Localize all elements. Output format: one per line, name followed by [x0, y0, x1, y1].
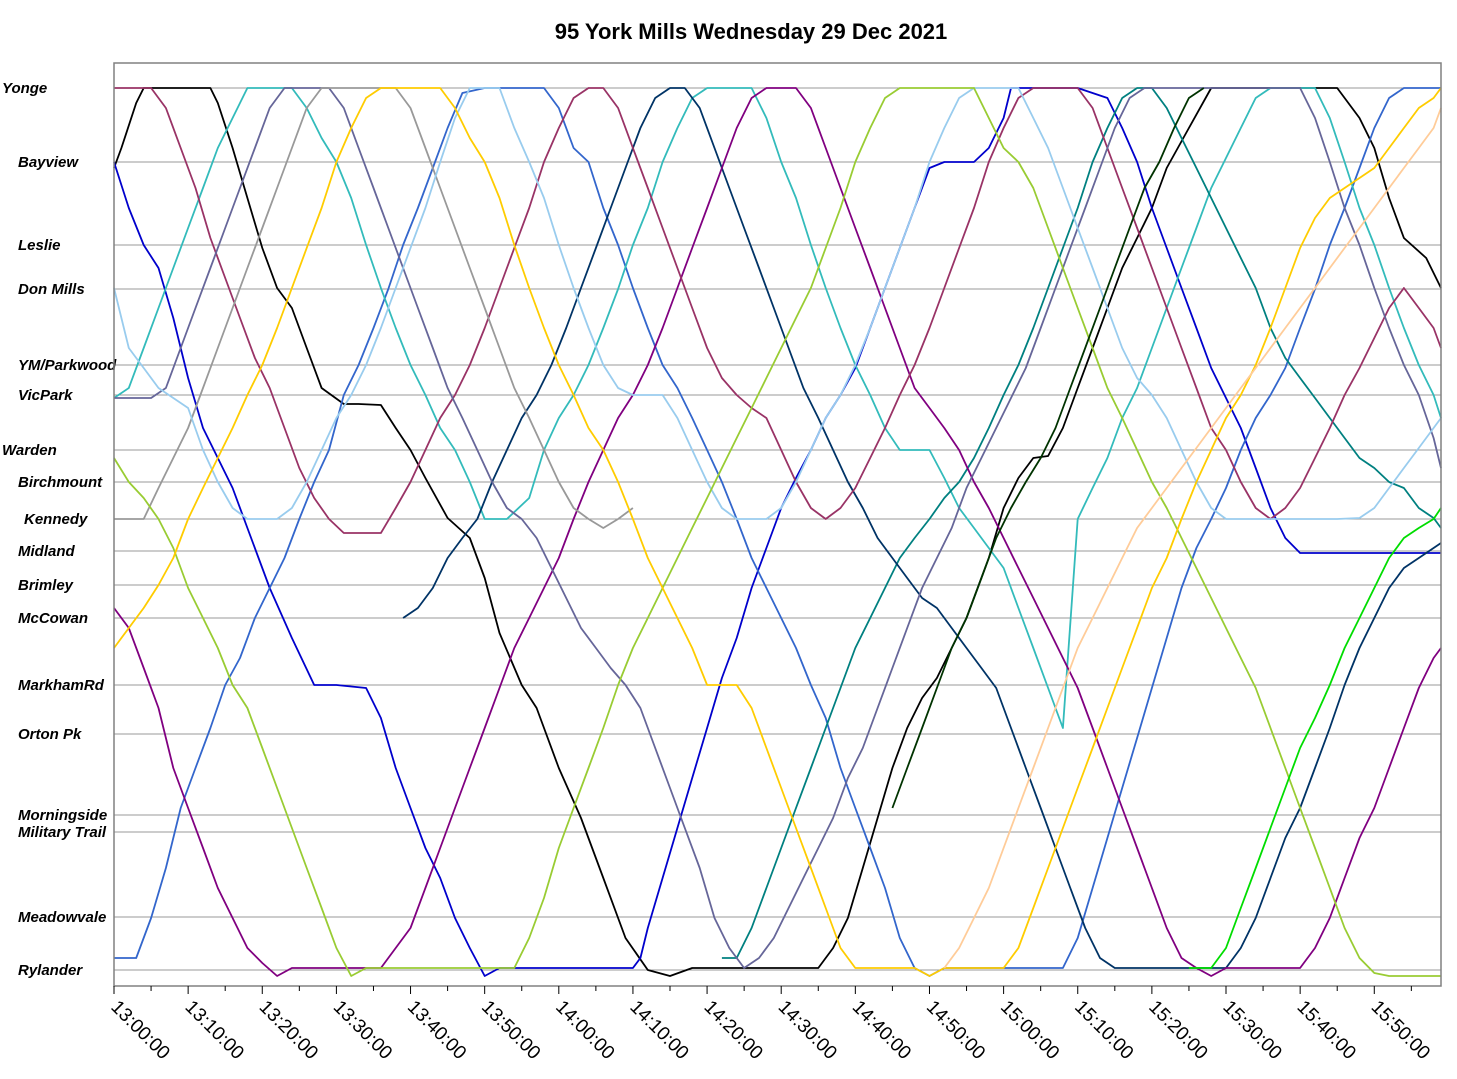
trip-line-2	[114, 87, 1441, 977]
stop-label: Midland	[18, 543, 75, 560]
time-axis: 13:00:00 13:10:00 13:20:00 13:30:00 13:40:00…	[106, 986, 1434, 1064]
stop-label: Morningside	[18, 807, 107, 824]
x-tick-label: 14:30:00	[774, 997, 841, 1064]
stop-label: Meadowvale	[18, 909, 106, 926]
chart-title: 95 York Mills Wednesday 29 Dec 2021	[555, 19, 948, 44]
x-tick-label: 14:50:00	[922, 997, 989, 1064]
x-tick-label: 14:40:00	[848, 997, 915, 1064]
stop-labels: Yonge Bayview Leslie Don Mills YM/Parkwood Vi…	[2, 80, 117, 979]
trip-line-15	[891, 87, 1205, 809]
trip-line-11	[113, 87, 1441, 977]
trip-line-4	[721, 87, 1442, 959]
stop-label: Military Trail	[18, 824, 107, 841]
stop-label: Warden	[2, 442, 57, 459]
trip-line-7	[114, 87, 1442, 534]
x-tick-label: 14:00:00	[551, 997, 618, 1064]
x-tick-label: 14:10:00	[625, 997, 692, 1064]
trip-line-1	[113, 87, 1441, 977]
trip-line-0	[113, 87, 1442, 977]
x-tick-label: 15:50:00	[1367, 997, 1434, 1064]
stop-label: Don Mills	[18, 281, 85, 298]
stop-label: Leslie	[18, 237, 61, 254]
stop-gridlines	[114, 87, 1441, 971]
x-tick-label: 13:40:00	[403, 997, 470, 1064]
stop-label: Brimley	[18, 577, 74, 594]
trip-line-5	[402, 87, 1442, 969]
trip-line-6	[113, 87, 1442, 977]
stop-label: Yonge	[2, 80, 47, 97]
stop-label: Kennedy	[24, 511, 88, 528]
trip-line-8	[114, 87, 1442, 969]
stop-label: Orton Pk	[18, 726, 82, 743]
trip-line-12	[113, 87, 1442, 977]
stop-label: McCowan	[18, 610, 88, 627]
x-tick-label: 15:40:00	[1293, 997, 1360, 1064]
x-tick-label: 15:30:00	[1218, 997, 1285, 1064]
stop-label: MarkhamRd	[18, 677, 105, 694]
trip-line-14	[1188, 507, 1442, 969]
bus-trip-lines	[113, 87, 1442, 977]
trip-line-3	[113, 87, 1442, 729]
x-tick-label: 15:10:00	[1070, 997, 1137, 1064]
stop-label: Birchmount	[18, 474, 103, 491]
stop-label: Bayview	[18, 154, 79, 171]
plot-frame	[113, 62, 1442, 987]
x-tick-label: 14:20:00	[700, 997, 767, 1064]
x-tick-label: 13:20:00	[255, 997, 322, 1064]
x-tick-label: 15:20:00	[1144, 997, 1211, 1064]
trip-line-9	[114, 87, 634, 529]
x-tick-label: 13:50:00	[477, 997, 544, 1064]
stop-label: VicPark	[18, 387, 73, 404]
stop-label: Rylander	[18, 962, 83, 979]
stop-label: YM/Parkwood	[18, 357, 117, 374]
trip-line-10	[113, 87, 1442, 520]
x-tick-label: 13:10:00	[181, 997, 248, 1064]
x-tick-label: 13:00:00	[106, 997, 173, 1064]
trip-line-13	[943, 107, 1442, 969]
x-tick-label: 13:30:00	[329, 997, 396, 1064]
x-tick-label: 15:00:00	[996, 997, 1063, 1064]
